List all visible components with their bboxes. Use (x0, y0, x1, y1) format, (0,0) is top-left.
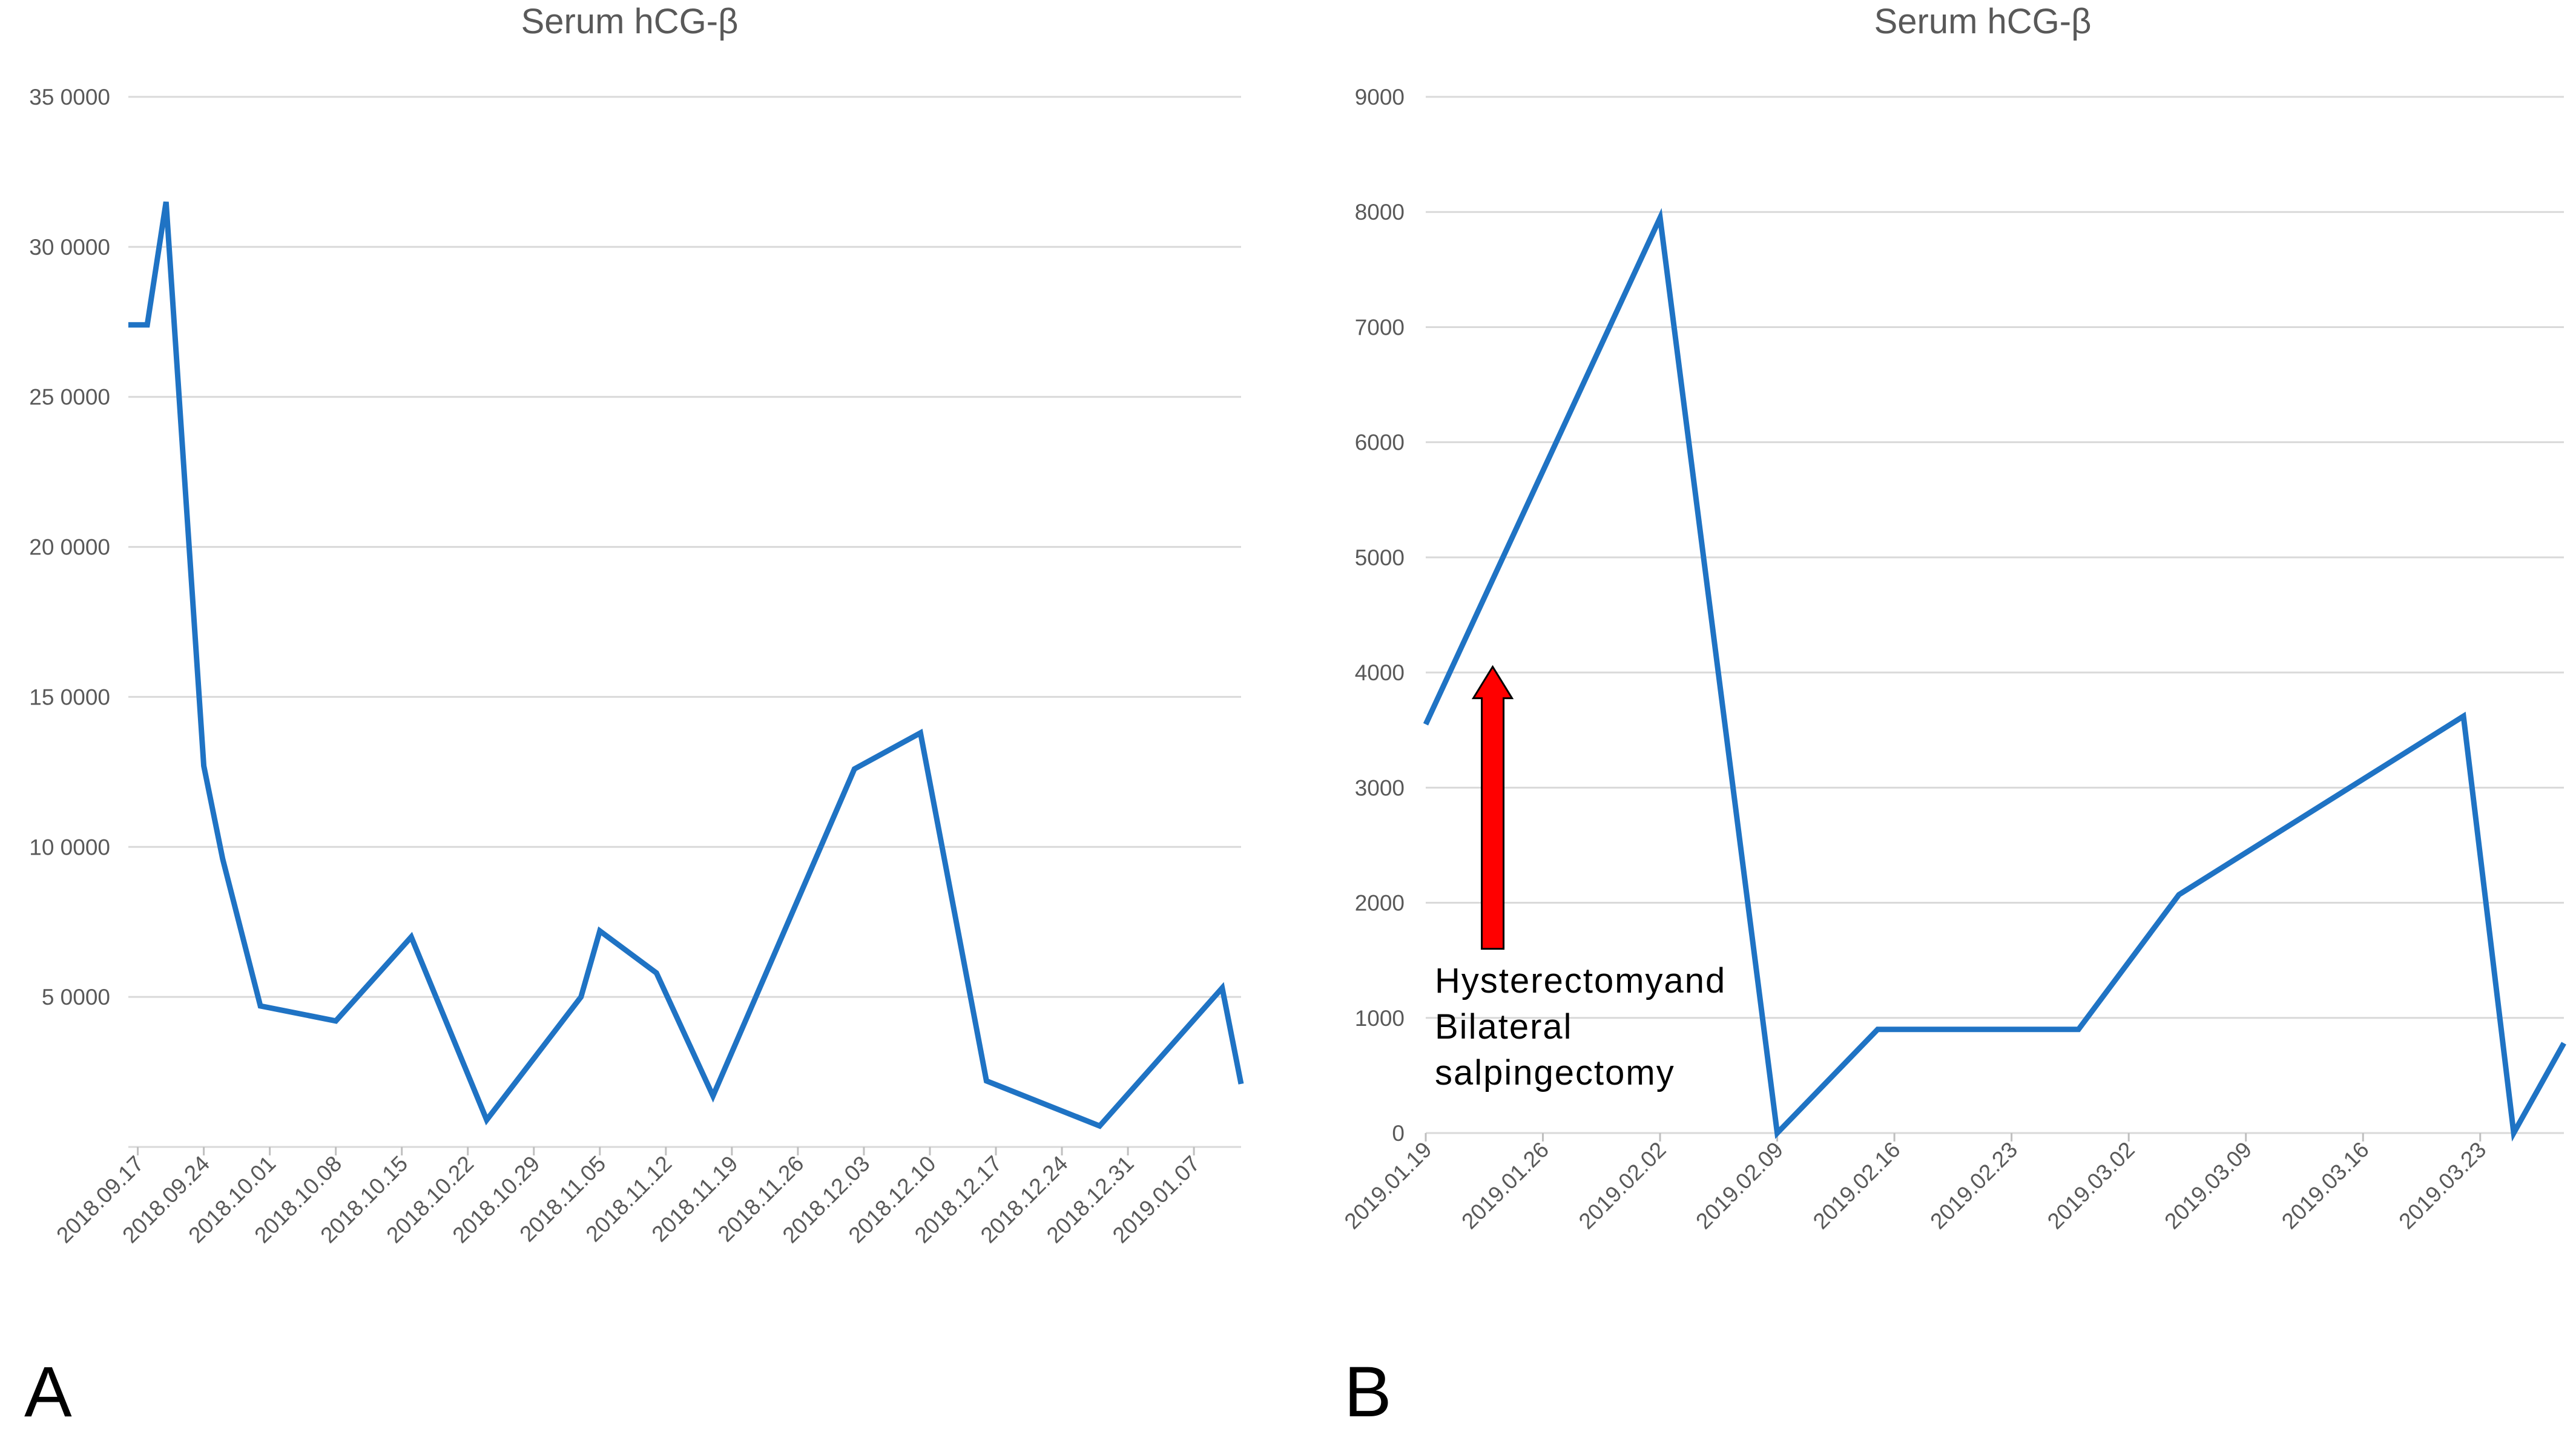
chart-a-series (128, 201, 1244, 1129)
panel-label-a: A (24, 1352, 72, 1429)
chart-b-y-axis-ticks: 0 1000 2000 3000 4000 5000 6000 7000 8000 9000 (1355, 85, 1405, 1146)
chart-b-y-tick-label: 0 (1392, 1121, 1405, 1146)
chart-b-y-tick-label: 7000 (1355, 315, 1405, 340)
chart-b-y-tick-label: 3000 (1355, 775, 1405, 800)
chart-a-y-tick-label: 35 0000 (29, 85, 110, 110)
chart-a-y-tick-label: 10 0000 (29, 835, 110, 859)
chart-b-series (1423, 208, 2566, 1142)
chart-a-y-tick-label: 30 0000 (29, 235, 110, 260)
chart-a-y-tick-label: 25 0000 (29, 385, 110, 410)
chart-b-y-tick-label: 6000 (1355, 430, 1405, 455)
chart-a-y-tick-label: 15 0000 (29, 685, 110, 709)
annotation-line-2: Bilateral (1435, 1007, 1573, 1046)
annotation-line-3: salpingectomy (1435, 1053, 1675, 1092)
chart-a-y-tick-label: 5 0000 (42, 985, 110, 1010)
chart-a-series-line (128, 201, 1244, 1129)
chart-a-gridlines (128, 96, 1241, 998)
chart-b-y-tick-label: 9000 (1355, 85, 1405, 110)
chart-b-y-tick-label: 4000 (1355, 660, 1405, 685)
chart-b-series-line (1423, 208, 2566, 1142)
chart-b-title: Serum hCG-β (1874, 2, 2092, 41)
chart-a-y-tick-label: 20 0000 (29, 535, 110, 560)
chart-b-gridlines (1426, 96, 2564, 1019)
chart-a-y-axis-ticks: 5 0000 10 0000 15 0000 20 0000 25 0000 30 000… (29, 85, 110, 1010)
chart-b-y-tick-label: 2000 (1355, 891, 1405, 916)
chart-a-title: Serum hCG-β (521, 2, 739, 41)
chart-b-annotation: Hysterectomyand Bilateral salpingectomy (1435, 665, 1726, 1092)
annotation-line-1: Hysterectomyand (1435, 961, 1726, 1000)
surgery-arrow (1471, 665, 1514, 950)
panel-label-b: B (1344, 1352, 1392, 1429)
chart-b-y-tick-label: 1000 (1355, 1006, 1405, 1031)
chart-b-y-tick-label: 8000 (1355, 200, 1405, 225)
chart-b-y-tick-label: 5000 (1355, 545, 1405, 570)
